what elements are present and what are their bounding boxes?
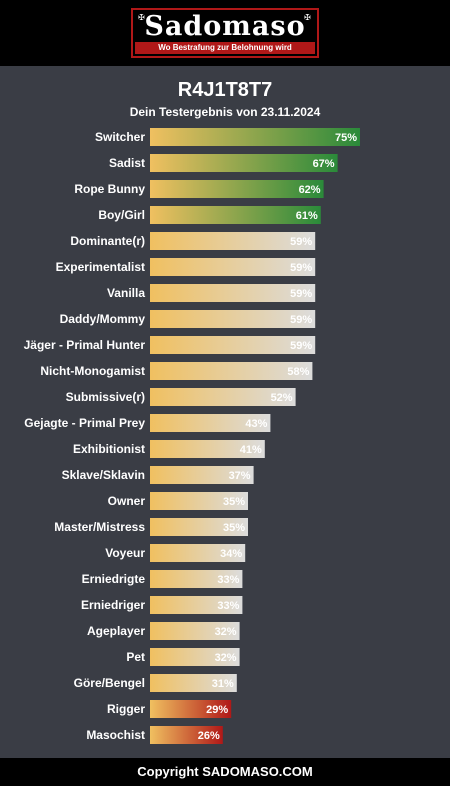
value-label: 35% bbox=[223, 522, 245, 534]
bar bbox=[150, 440, 265, 458]
value-label: 37% bbox=[229, 470, 251, 482]
category-label: Switcher bbox=[95, 130, 145, 144]
category-label: Nicht-Monogamist bbox=[40, 364, 145, 378]
category-label: Master/Mistress bbox=[54, 520, 145, 534]
bar bbox=[150, 674, 237, 692]
category-label: Voyeur bbox=[105, 546, 145, 560]
category-label: Masochist bbox=[86, 728, 145, 742]
category-label: Gejagte - Primal Prey bbox=[24, 416, 145, 430]
value-label: 59% bbox=[290, 262, 312, 274]
category-label: Ageplayer bbox=[87, 624, 145, 638]
bar bbox=[150, 180, 324, 198]
value-label: 59% bbox=[290, 314, 312, 326]
value-label: 62% bbox=[299, 184, 321, 196]
value-label: 33% bbox=[217, 600, 239, 612]
category-label: Erniedrigte bbox=[82, 572, 146, 586]
category-label: Boy/Girl bbox=[98, 208, 145, 222]
bar bbox=[150, 648, 240, 666]
bar bbox=[150, 622, 240, 640]
value-label: 61% bbox=[296, 210, 318, 222]
bar bbox=[150, 128, 360, 146]
value-label: 59% bbox=[290, 288, 312, 300]
category-label: Vanilla bbox=[107, 286, 145, 300]
value-label: 29% bbox=[206, 704, 228, 716]
bar bbox=[150, 362, 313, 380]
value-label: 59% bbox=[290, 236, 312, 248]
value-label: 32% bbox=[215, 652, 237, 664]
bar bbox=[150, 726, 223, 744]
category-label: Rigger bbox=[107, 702, 145, 716]
category-label: Dominante(r) bbox=[70, 234, 145, 248]
value-label: 31% bbox=[212, 678, 234, 690]
bar bbox=[150, 518, 248, 536]
value-label: 41% bbox=[240, 444, 262, 456]
category-label: Daddy/Mommy bbox=[60, 312, 146, 326]
value-label: 43% bbox=[245, 418, 267, 430]
result-subtitle: Dein Testergebnis von 23.11.2024 bbox=[129, 105, 321, 119]
value-label: 59% bbox=[290, 340, 312, 352]
value-label: 32% bbox=[215, 626, 237, 638]
category-label: Exhibitionist bbox=[73, 442, 145, 456]
bar bbox=[150, 596, 243, 614]
result-bar-chart: Switcher 75% Sadist 67% Rope Bunny 62% Boy/Gir… bbox=[24, 128, 360, 744]
category-label: Jäger - Primal Hunter bbox=[24, 338, 146, 352]
footer-copyright: Copyright SADOMASO.COM bbox=[0, 758, 450, 786]
bar bbox=[150, 258, 316, 276]
logo-text: Sadomaso bbox=[144, 11, 306, 42]
category-label: Experimentalist bbox=[56, 260, 145, 274]
category-label: Rope Bunny bbox=[74, 182, 145, 196]
bar bbox=[150, 310, 316, 328]
bar bbox=[150, 544, 246, 562]
category-label: Sadist bbox=[109, 156, 145, 170]
category-label: Göre/Bengel bbox=[74, 676, 145, 690]
logo-tagline: Wo Bestrafung zur Belohnung wird bbox=[135, 42, 315, 54]
category-label: Owner bbox=[108, 494, 146, 508]
bar bbox=[150, 284, 316, 302]
value-label: 52% bbox=[271, 392, 293, 404]
value-label: 34% bbox=[220, 548, 242, 560]
value-label: 67% bbox=[313, 158, 335, 170]
value-label: 58% bbox=[287, 366, 309, 378]
bar bbox=[150, 700, 232, 718]
value-label: 75% bbox=[335, 132, 357, 144]
category-label: Pet bbox=[126, 650, 145, 664]
cross-icon: ✠ bbox=[138, 13, 145, 22]
bar bbox=[150, 466, 254, 484]
site-logo[interactable]: ✠ ✠ Sadomaso Wo Bestrafung zur Belohnung… bbox=[131, 8, 319, 58]
bar bbox=[150, 570, 243, 588]
bar bbox=[150, 492, 248, 510]
category-label: Submissive(r) bbox=[66, 390, 145, 404]
category-label: Sklave/Sklavin bbox=[62, 468, 145, 482]
category-label: Erniedriger bbox=[81, 598, 145, 612]
bar bbox=[150, 336, 316, 354]
bar bbox=[150, 206, 321, 224]
bar bbox=[150, 232, 316, 250]
result-title: R4J1T8T7 bbox=[177, 79, 273, 101]
bar bbox=[150, 414, 271, 432]
value-label: 26% bbox=[198, 730, 220, 742]
header: ✠ ✠ Sadomaso Wo Bestrafung zur Belohnung… bbox=[0, 0, 450, 66]
value-label: 33% bbox=[217, 574, 239, 586]
cross-icon: ✠ bbox=[304, 13, 311, 22]
bar bbox=[150, 388, 296, 406]
value-label: 35% bbox=[223, 496, 245, 508]
bar bbox=[150, 154, 338, 172]
